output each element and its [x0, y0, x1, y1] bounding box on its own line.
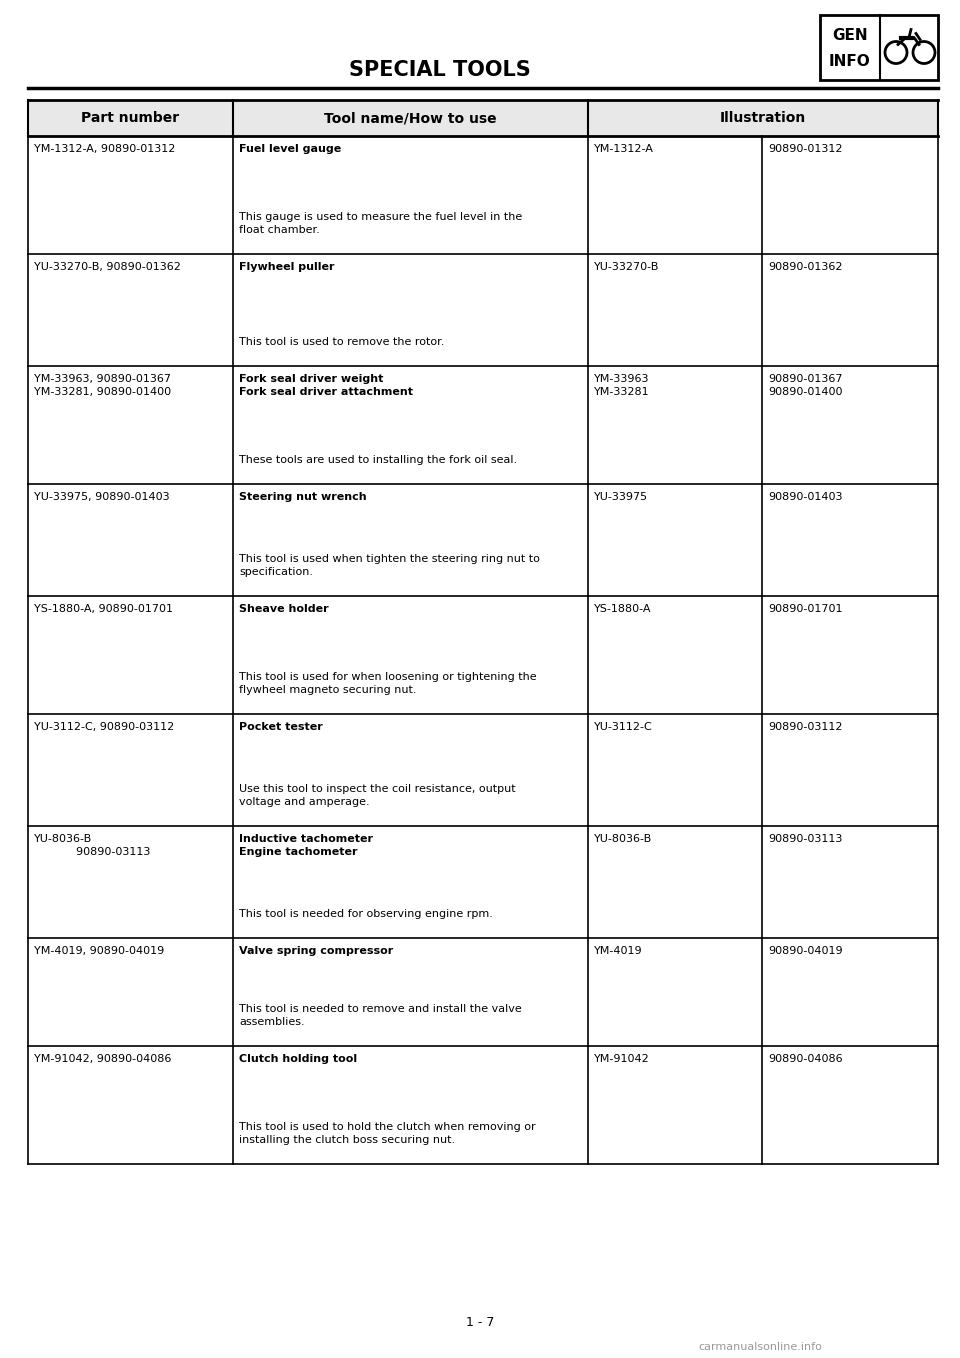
Text: 90890-01362: 90890-01362 [768, 262, 843, 272]
Text: YS-1880-A: YS-1880-A [594, 604, 652, 614]
Text: INFO: INFO [829, 54, 871, 69]
Text: Tool name/How to use: Tool name/How to use [324, 111, 497, 125]
Text: YU-8036-B: YU-8036-B [34, 834, 92, 845]
Text: 90890-04086: 90890-04086 [768, 1054, 843, 1065]
Text: YM-33963, 90890-01367: YM-33963, 90890-01367 [34, 373, 171, 384]
Text: flywheel magneto securing nut.: flywheel magneto securing nut. [239, 684, 417, 695]
Text: 90890-01403: 90890-01403 [768, 492, 843, 502]
Text: float chamber.: float chamber. [239, 225, 320, 235]
Text: This tool is used for when loosening or tightening the: This tool is used for when loosening or … [239, 672, 537, 682]
Text: 90890-03113: 90890-03113 [768, 834, 842, 845]
Text: 90890-03112: 90890-03112 [768, 722, 843, 732]
Text: YM-1312-A, 90890-01312: YM-1312-A, 90890-01312 [34, 144, 176, 153]
Text: voltage and amperage.: voltage and amperage. [239, 797, 370, 807]
Text: This gauge is used to measure the fuel level in the: This gauge is used to measure the fuel l… [239, 212, 522, 221]
Text: Illustration: Illustration [720, 111, 806, 125]
Text: Use this tool to inspect the coil resistance, output: Use this tool to inspect the coil resist… [239, 784, 516, 794]
Text: YM-1312-A: YM-1312-A [594, 144, 654, 153]
Bar [820, 15, 938, 80]
Text: YU-33975: YU-33975 [594, 492, 648, 502]
Text: YM-33281, 90890-01400: YM-33281, 90890-01400 [34, 387, 171, 397]
Bar [28, 596, 938, 714]
Text: installing the clutch boss securing nut.: installing the clutch boss securing nut. [239, 1135, 455, 1145]
Text: Fork seal driver attachment: Fork seal driver attachment [239, 387, 413, 397]
Text: This tool is used to hold the clutch when removing or: This tool is used to hold the clutch whe… [239, 1122, 536, 1133]
Text: YS-1880-A, 90890-01701: YS-1880-A, 90890-01701 [34, 604, 173, 614]
Text: Engine tachometer: Engine tachometer [239, 847, 357, 857]
Bar [28, 483, 938, 596]
Text: Flywheel puller: Flywheel puller [239, 262, 334, 272]
Text: 90890-03113: 90890-03113 [34, 847, 151, 857]
Text: Steering nut wrench: Steering nut wrench [239, 492, 367, 502]
Text: Valve spring compressor: Valve spring compressor [239, 947, 394, 956]
Text: Part number: Part number [82, 111, 180, 125]
Bar [28, 826, 938, 938]
Text: assemblies.: assemblies. [239, 1017, 304, 1027]
Text: This tool is needed for observing engine rpm.: This tool is needed for observing engine… [239, 909, 492, 919]
Text: 90890-01400: 90890-01400 [768, 387, 843, 397]
Text: YM-91042: YM-91042 [594, 1054, 650, 1065]
Text: GEN: GEN [832, 29, 868, 43]
Text: YU-33270-B: YU-33270-B [594, 262, 660, 272]
Bar [28, 714, 938, 826]
Text: Clutch holding tool: Clutch holding tool [239, 1054, 357, 1065]
Text: 90890-01701: 90890-01701 [768, 604, 843, 614]
Text: Inductive tachometer: Inductive tachometer [239, 834, 373, 845]
Text: 90890-01367: 90890-01367 [768, 373, 843, 384]
Text: These tools are used to installing the fork oil seal.: These tools are used to installing the f… [239, 455, 517, 464]
Text: Fork seal driver weight: Fork seal driver weight [239, 373, 383, 384]
Bar [28, 1046, 938, 1164]
Text: 90890-01312: 90890-01312 [768, 144, 843, 153]
Text: Pocket tester: Pocket tester [239, 722, 323, 732]
Text: YM-4019, 90890-04019: YM-4019, 90890-04019 [34, 947, 164, 956]
Bar [28, 938, 938, 1046]
Text: YU-8036-B: YU-8036-B [594, 834, 652, 845]
Text: Sheave holder: Sheave holder [239, 604, 328, 614]
Text: SPECIAL TOOLS: SPECIAL TOOLS [349, 60, 531, 80]
Text: 1 - 7: 1 - 7 [466, 1316, 494, 1329]
Text: YM-33963: YM-33963 [594, 373, 650, 384]
Text: YU-3112-C: YU-3112-C [594, 722, 653, 732]
Text: YM-33281: YM-33281 [594, 387, 650, 397]
Text: YM-4019: YM-4019 [594, 947, 642, 956]
Bar [28, 254, 938, 367]
Bar [28, 136, 938, 254]
Text: YU-33270-B, 90890-01362: YU-33270-B, 90890-01362 [34, 262, 180, 272]
Text: YM-91042, 90890-04086: YM-91042, 90890-04086 [34, 1054, 172, 1065]
Bar [28, 367, 938, 483]
Text: This tool is needed to remove and install the valve: This tool is needed to remove and instal… [239, 1004, 521, 1014]
Text: Fuel level gauge: Fuel level gauge [239, 144, 341, 153]
Text: This tool is used to remove the rotor.: This tool is used to remove the rotor. [239, 337, 444, 348]
Text: YU-3112-C, 90890-03112: YU-3112-C, 90890-03112 [34, 722, 175, 732]
Text: 90890-04019: 90890-04019 [768, 947, 843, 956]
Text: carmanualsonline.info: carmanualsonline.info [698, 1342, 822, 1353]
Text: specification.: specification. [239, 568, 313, 577]
Text: This tool is used when tighten the steering ring nut to: This tool is used when tighten the steer… [239, 554, 540, 564]
Text: YU-33975, 90890-01403: YU-33975, 90890-01403 [34, 492, 170, 502]
Bar [28, 100, 938, 136]
